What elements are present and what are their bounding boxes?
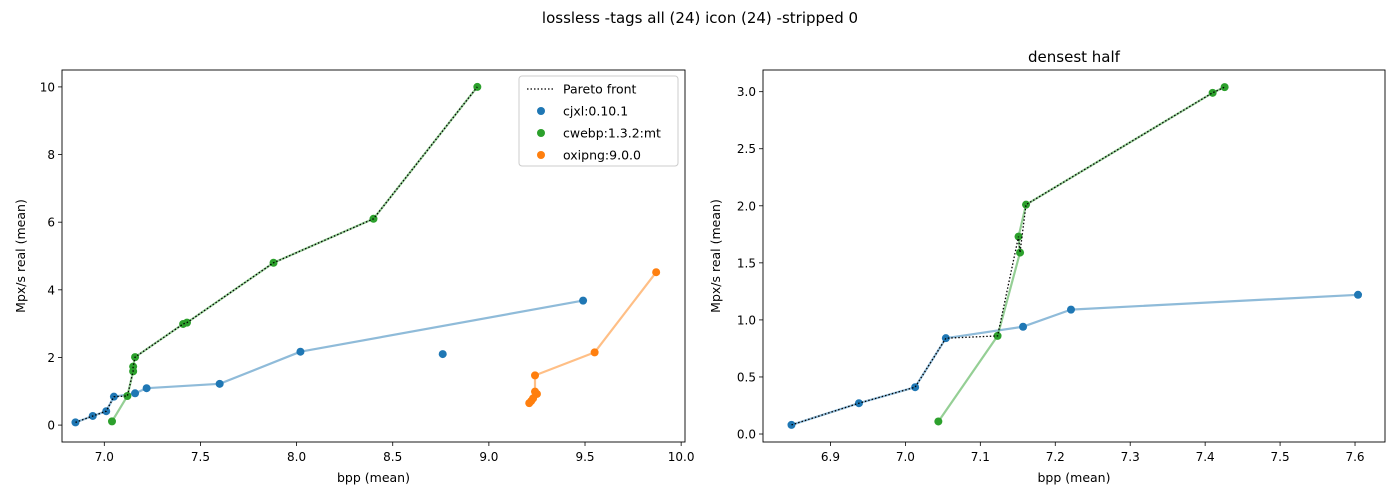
data-point bbox=[579, 296, 588, 305]
data-point bbox=[787, 420, 796, 429]
legend-marker bbox=[537, 151, 545, 159]
y-axis-label: Mpx/s real (mean) bbox=[13, 199, 28, 313]
x-axis-label: bpp (mean) bbox=[1038, 470, 1111, 485]
y-tick-label: 2.0 bbox=[737, 199, 756, 213]
series-line-cjxl-0-10-1 bbox=[791, 293, 1359, 426]
data-point bbox=[142, 384, 151, 393]
x-tick-label: 7.2 bbox=[1046, 450, 1065, 464]
plot-frame bbox=[61, 69, 686, 443]
data-point bbox=[911, 383, 920, 392]
data-point bbox=[438, 350, 447, 359]
y-tick-label: 4 bbox=[47, 283, 55, 297]
legend-marker bbox=[537, 107, 545, 115]
y-tick-label: 1.0 bbox=[737, 313, 756, 327]
data-point bbox=[107, 417, 116, 426]
data-point bbox=[1016, 248, 1025, 257]
pareto-front-line bbox=[75, 86, 478, 424]
y-axis-label: Mpx/s real (mean) bbox=[708, 199, 723, 313]
y-tick-label: 0.5 bbox=[737, 370, 756, 384]
x-tick-label: 8.5 bbox=[383, 450, 402, 464]
data-point bbox=[531, 387, 540, 396]
series-line-cwebp-1-3-2-mt bbox=[111, 86, 479, 422]
series-line-cwebp-1-3-2-mt bbox=[937, 86, 1226, 423]
series-line-cjxl-0-10-1 bbox=[75, 299, 584, 424]
chart-title: densest half bbox=[1028, 48, 1121, 66]
y-tick-label: 0 bbox=[47, 419, 55, 433]
y-tick-label: 6 bbox=[47, 216, 55, 230]
data-point bbox=[473, 82, 482, 91]
series-line-oxipng-9-0-0 bbox=[528, 271, 658, 404]
data-point bbox=[123, 392, 132, 401]
data-point bbox=[131, 389, 140, 398]
data-point bbox=[531, 371, 540, 380]
x-tick-label: 7.1 bbox=[971, 450, 990, 464]
data-point bbox=[71, 418, 80, 427]
x-tick-label: 7.5 bbox=[1271, 450, 1290, 464]
y-tick-label: 10 bbox=[40, 80, 55, 94]
data-point bbox=[129, 362, 138, 371]
pareto-front-line bbox=[791, 86, 1225, 426]
x-tick-label: 7.5 bbox=[191, 450, 210, 464]
legend-marker bbox=[537, 129, 545, 137]
data-point bbox=[1220, 83, 1229, 92]
x-tick-label: 6.9 bbox=[821, 450, 840, 464]
data-point bbox=[590, 348, 599, 357]
legend-box bbox=[518, 75, 679, 167]
data-point bbox=[941, 334, 950, 343]
x-tick-label: 7.0 bbox=[95, 450, 114, 464]
y-tick-label: 2.5 bbox=[737, 142, 756, 156]
x-tick-label: 8.0 bbox=[287, 450, 306, 464]
x-tick-label: 7.3 bbox=[1121, 450, 1140, 464]
data-point bbox=[1067, 305, 1076, 314]
y-tick-label: 8 bbox=[47, 148, 55, 162]
x-tick-label: 10.0 bbox=[668, 450, 695, 464]
data-point bbox=[296, 347, 305, 356]
data-point bbox=[1019, 322, 1028, 331]
legend-entry-label: oxipng:9.0.0 bbox=[563, 148, 641, 163]
x-tick-label: 7.6 bbox=[1345, 450, 1364, 464]
y-tick-label: 0.0 bbox=[737, 428, 756, 442]
x-tick-label: 7.0 bbox=[896, 450, 915, 464]
data-point bbox=[1354, 290, 1363, 299]
x-axis-label: bpp (mean) bbox=[337, 470, 410, 485]
suptitle: lossless -tags all (24) icon (24) -strip… bbox=[542, 9, 858, 27]
legend-entry-label: cwebp:1.3.2:mt bbox=[563, 126, 661, 141]
data-point bbox=[1022, 200, 1031, 209]
chart-panel-2: densest half 6.9 7.0 7.1 7.2 7.3 7.4 7.5 7.6 0.0 0… bbox=[708, 48, 1386, 485]
chart-panel-1: 7.0 7.5 8.0 8.5 9.0 9.5 10.0 0 2 4 6 8 10 bpp (mean) M… bbox=[13, 69, 695, 485]
data-point bbox=[215, 379, 224, 388]
y-tick-label: 2 bbox=[47, 351, 55, 365]
x-tick-label: 9.0 bbox=[479, 450, 498, 464]
legend-entry-label: Pareto front bbox=[563, 82, 637, 97]
plot-frame bbox=[762, 69, 1386, 443]
data-point bbox=[934, 417, 943, 426]
data-point bbox=[1208, 88, 1217, 97]
x-tick-label: 7.4 bbox=[1196, 450, 1215, 464]
data-point bbox=[652, 268, 661, 277]
legend-entry-label: cjxl:0.10.1 bbox=[563, 104, 628, 119]
legend: Pareto front cjxl:0.10.1 cwebp:1.3.2:mt oxi… bbox=[518, 75, 679, 167]
y-tick-label: 1.5 bbox=[737, 256, 756, 270]
x-tick-label: 9.5 bbox=[575, 450, 594, 464]
y-tick-label: 3.0 bbox=[737, 85, 756, 99]
